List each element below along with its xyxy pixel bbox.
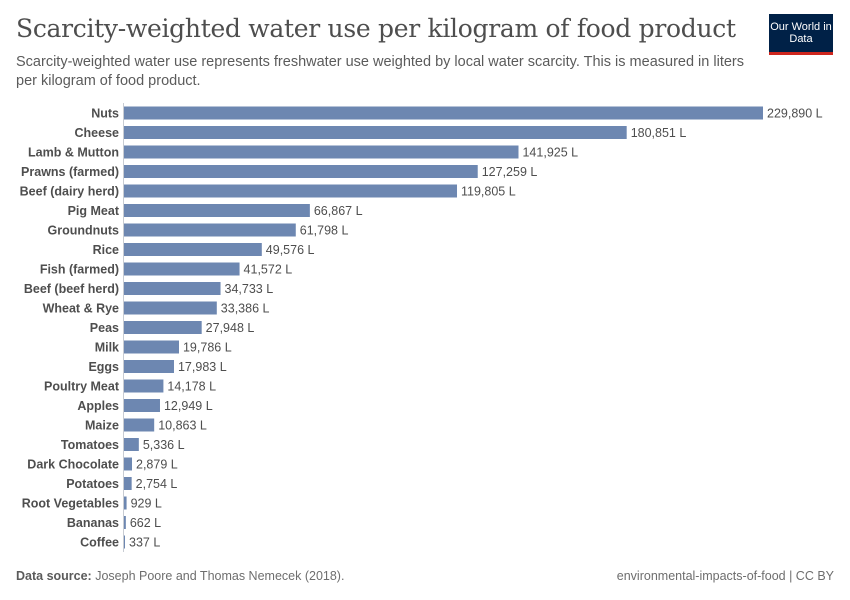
category-label: Bananas: [67, 516, 119, 530]
bar-beef-dairy-herd-: [124, 184, 458, 198]
category-label: Eggs: [88, 360, 119, 374]
category-label: Root Vegetables: [22, 497, 119, 511]
category-label: Beef (dairy herd): [20, 185, 119, 199]
bar-apples: [124, 399, 160, 412]
category-label: Coffee: [80, 536, 119, 550]
value-label: 2,754 L: [136, 477, 178, 491]
value-label: 61,798 L: [300, 224, 349, 238]
bar-eggs: [124, 360, 174, 373]
value-label: 41,572 L: [244, 263, 293, 277]
bar-potatoes: [124, 477, 132, 490]
bar-poultry-meat: [124, 379, 164, 393]
category-label: Potatoes: [66, 477, 119, 491]
category-label: Pig Meat: [68, 204, 120, 218]
value-label: 19,786 L: [183, 341, 232, 355]
value-label: 49,576 L: [266, 243, 315, 257]
bar-coffee: [124, 535, 125, 549]
source-text: Joseph Poore and Thomas Nemecek (2018).: [95, 569, 345, 583]
chart-title: Scarcity-weighted water use per kilogram…: [16, 14, 736, 43]
value-label: 119,805 L: [461, 185, 516, 199]
category-label: Peas: [90, 321, 119, 335]
value-label: 34,733 L: [225, 282, 274, 296]
value-label: 2,879 L: [136, 458, 178, 472]
category-label: Milk: [95, 341, 119, 355]
category-label: Fish (farmed): [40, 263, 119, 277]
value-label: 229,890 L: [767, 107, 823, 121]
value-label: 27,948 L: [206, 321, 255, 335]
bar-maize: [124, 418, 155, 432]
bar-wheat-rye: [124, 301, 217, 315]
source-label: Data source:: [16, 569, 92, 583]
category-label: Apples: [77, 399, 119, 413]
value-label: 141,925 L: [522, 146, 578, 160]
bar-fish-farmed-: [124, 262, 240, 276]
category-label: Tomatoes: [61, 438, 119, 452]
category-label: Dark Chocolate: [27, 458, 119, 472]
value-label: 337 L: [129, 536, 160, 550]
category-label: Prawns (farmed): [21, 165, 119, 179]
category-label: Groundnuts: [47, 224, 119, 238]
category-label: Nuts: [91, 107, 119, 121]
value-label: 5,336 L: [143, 438, 185, 452]
data-source: Data source: Joseph Poore and Thomas Nem…: [16, 569, 344, 583]
value-label: 10,863 L: [158, 419, 207, 433]
bar-cheese: [124, 126, 627, 139]
category-label: Cheese: [75, 126, 120, 140]
value-label: 33,386 L: [221, 302, 270, 316]
category-label: Wheat & Rye: [43, 302, 119, 316]
value-label: 127,259 L: [482, 165, 538, 179]
bar-lamb-mutton: [124, 145, 519, 159]
owid-logo[interactable]: Our World in Data: [769, 14, 833, 55]
category-label: Lamb & Mutton: [28, 146, 119, 160]
value-label: 17,983 L: [178, 360, 227, 374]
bar-nuts: [124, 106, 763, 120]
bar-rice: [124, 243, 262, 256]
bar-pig-meat: [124, 204, 310, 217]
bar-dark-chocolate: [124, 457, 133, 471]
value-label: 14,178 L: [167, 380, 216, 394]
bar-tomatoes: [124, 438, 139, 451]
footer-link[interactable]: environmental-impacts-of-food | CC BY: [616, 569, 834, 583]
value-label: 929 L: [131, 497, 162, 511]
category-label: Poultry Meat: [44, 380, 120, 394]
bar-bananas: [124, 516, 126, 529]
value-label: 12,949 L: [164, 399, 213, 413]
bar-beef-beef-herd-: [124, 282, 221, 295]
value-label: 66,867 L: [314, 204, 363, 218]
category-label: Rice: [93, 243, 119, 257]
chart-subtitle: Scarcity-weighted water use represents f…: [16, 54, 744, 89]
bar-root-vegetables: [124, 496, 127, 510]
bar-groundnuts: [124, 223, 296, 237]
category-label: Beef (beef herd): [24, 282, 119, 296]
bar-peas: [124, 321, 202, 334]
category-label: Maize: [85, 419, 119, 433]
bar-milk: [124, 340, 179, 354]
bar-prawns-farmed-: [124, 165, 478, 178]
value-label: 180,851 L: [631, 126, 687, 140]
value-label: 662 L: [130, 516, 161, 530]
